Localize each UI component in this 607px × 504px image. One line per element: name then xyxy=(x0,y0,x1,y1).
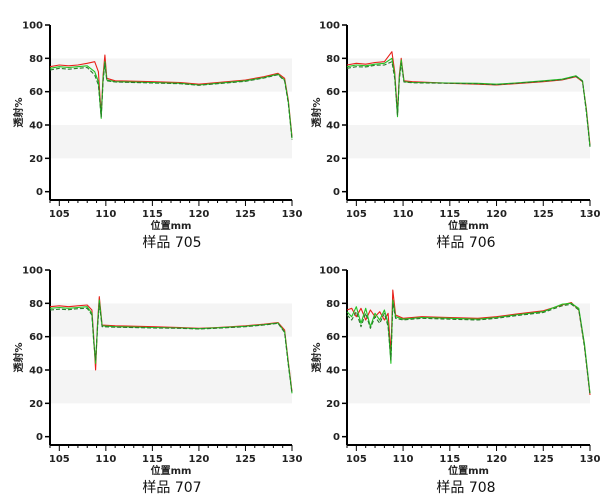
x-tick-label: 125 xyxy=(533,454,554,465)
grid-band xyxy=(50,58,292,92)
y-tick-label: 60 xyxy=(326,332,340,343)
y-axis-label: 透射% xyxy=(310,97,323,127)
grid-band xyxy=(347,270,590,304)
y-axis-label: 透射% xyxy=(12,342,25,372)
x-tick-label: 115 xyxy=(439,209,460,220)
y-axis-label: 透射% xyxy=(310,342,323,372)
x-tick-label: 110 xyxy=(95,209,116,220)
x-tick-label: 105 xyxy=(346,209,367,220)
x-axis-label: 位置mm xyxy=(448,464,489,477)
grid-band xyxy=(50,91,292,125)
grid-band xyxy=(347,25,590,59)
y-tick-label: 0 xyxy=(36,187,43,198)
y-tick-label: 40 xyxy=(326,366,340,377)
grid-band xyxy=(347,336,590,370)
y-tick-label: 60 xyxy=(29,332,43,343)
y-tick-label: 80 xyxy=(326,54,340,65)
series-line-red xyxy=(346,51,591,146)
x-tick-label: 115 xyxy=(439,454,460,465)
x-tick-label: 105 xyxy=(49,454,70,465)
y-tick-label: 0 xyxy=(333,432,340,443)
y-tick-label: 0 xyxy=(333,187,340,198)
grid-band xyxy=(50,191,292,200)
y-tick-label: 20 xyxy=(326,154,340,165)
chart-panel: 0 20 40 60 80 100 105 110 115 120 125 130 位置mm 透射% 样品 … xyxy=(310,21,600,252)
series-line-darkgreen xyxy=(346,61,591,147)
y-tick-label: 80 xyxy=(326,299,340,310)
y-tick-label: 0 xyxy=(36,432,43,443)
x-axis-label: 位置mm xyxy=(151,464,192,477)
series-line-green xyxy=(49,299,293,394)
y-tick-label: 80 xyxy=(29,54,43,65)
grid-band xyxy=(347,158,590,192)
grid-band xyxy=(347,436,590,445)
y-tick-label: 80 xyxy=(29,299,43,310)
x-tick-label: 115 xyxy=(142,454,163,465)
y-tick-label: 20 xyxy=(29,154,43,165)
y-tick-label: 40 xyxy=(29,366,43,377)
y-tick-label: 20 xyxy=(29,399,43,410)
x-tick-label: 130 xyxy=(282,209,303,220)
chart-panel: 0 20 40 60 80 100 105 110 115 120 125 130 位置mm 透射% 样品 … xyxy=(12,266,302,497)
y-tick-label: 40 xyxy=(326,121,340,132)
grid-band xyxy=(50,403,292,437)
x-tick-label: 130 xyxy=(282,454,303,465)
grid-band xyxy=(50,158,292,192)
grid-band xyxy=(50,25,292,59)
y-tick-label: 100 xyxy=(22,21,43,32)
grid-band xyxy=(347,91,590,125)
y-tick-label: 100 xyxy=(22,266,43,277)
series-line-darkgreen xyxy=(49,62,293,141)
x-tick-label: 120 xyxy=(188,209,209,220)
x-tick-label: 110 xyxy=(95,454,116,465)
x-tick-label: 120 xyxy=(486,209,507,220)
grid-band xyxy=(347,403,590,437)
series-line-darkgreen xyxy=(49,302,293,394)
x-tick-label: 105 xyxy=(346,454,367,465)
grid-band xyxy=(50,436,292,445)
chart-caption: 样品 707 xyxy=(142,480,201,496)
x-tick-label: 120 xyxy=(486,454,507,465)
grid-band xyxy=(347,191,590,200)
chart-panel: 0 20 40 60 80 100 105 110 115 120 125 130 位置mm 透射% 样品 … xyxy=(310,266,600,497)
x-tick-label: 125 xyxy=(533,209,554,220)
y-tick-label: 20 xyxy=(326,399,340,410)
grid-band xyxy=(50,125,292,159)
x-tick-label: 130 xyxy=(580,209,601,220)
grid-band xyxy=(50,270,292,304)
series-line-red xyxy=(49,54,293,137)
x-tick-label: 125 xyxy=(235,454,256,465)
x-tick-label: 105 xyxy=(49,209,70,220)
grid-band xyxy=(50,336,292,370)
grid-band xyxy=(347,370,590,404)
grid-band xyxy=(347,125,590,159)
y-tick-label: 40 xyxy=(29,121,43,132)
y-axis-label: 透射% xyxy=(12,97,25,127)
x-tick-label: 110 xyxy=(393,209,414,220)
chart-caption: 样品 706 xyxy=(436,235,495,251)
x-axis-label: 位置mm xyxy=(151,219,192,232)
series-line-darkgreen xyxy=(346,302,591,396)
x-tick-label: 120 xyxy=(188,454,209,465)
x-tick-label: 125 xyxy=(235,209,256,220)
x-axis-label: 位置mm xyxy=(448,219,489,232)
x-tick-label: 110 xyxy=(393,454,414,465)
grid-band xyxy=(50,370,292,404)
chart-caption: 样品 705 xyxy=(142,235,201,251)
x-tick-label: 130 xyxy=(580,454,601,465)
grid-band xyxy=(347,58,590,92)
x-tick-label: 115 xyxy=(142,209,163,220)
chart-caption: 样品 708 xyxy=(436,480,495,496)
chart-panel: 0 20 40 60 80 100 105 110 115 120 125 130 位置mm 透射% 样品 … xyxy=(12,21,302,252)
y-tick-label: 100 xyxy=(319,266,340,277)
y-tick-label: 60 xyxy=(29,87,43,98)
y-tick-label: 100 xyxy=(319,21,340,32)
y-tick-label: 60 xyxy=(326,87,340,98)
